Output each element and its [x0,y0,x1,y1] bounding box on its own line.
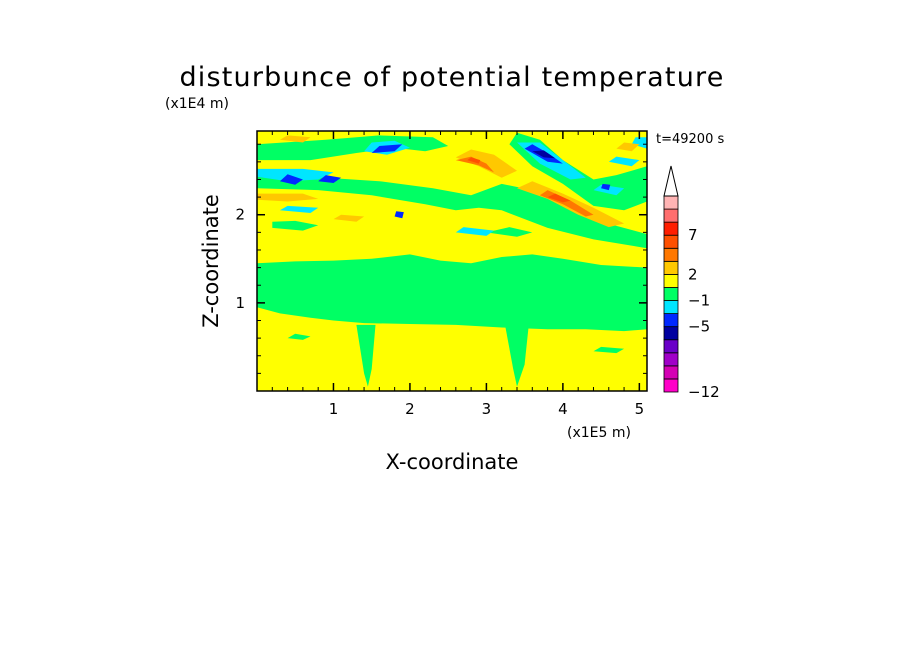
contour-region [608,156,640,167]
x-axis-label: X-coordinate [386,450,519,474]
colorbar-tick-label: −5 [688,318,710,336]
colorbar-swatch [663,300,679,314]
colorbar-swatch [663,221,679,236]
contour-region [505,327,529,387]
contour-region [631,137,647,149]
contour-region [601,183,611,191]
y-tick-label: 2 [235,206,245,224]
colorbar-extend-arrow [663,165,679,197]
colorbar-swatch [663,195,679,210]
contour-region [467,157,481,164]
colorbar-swatch [663,208,679,223]
colorbar-tick-label: −12 [688,383,720,401]
colorbar-swatch [663,352,679,367]
contour-region [279,205,319,213]
contour-region [257,168,334,182]
time-label: t=49200 s [656,132,724,147]
colorbar-tick-label: −1 [688,292,710,310]
chart-title: disturbunce of potential temperature [179,62,724,93]
colorbar-tick-label: 2 [688,265,698,283]
colorbar-swatch [663,260,679,275]
colorbar: −12−5−127 [663,165,720,401]
colorbar-swatch [663,273,679,288]
contour-region [333,214,365,222]
colorbar-swatch [663,365,679,380]
contour-region [547,193,571,203]
colorbar-swatch [663,326,679,341]
colorbar-swatch [663,339,679,354]
colorbar-tick-label: 7 [688,226,698,244]
contour-region [356,324,376,387]
contour-region [318,175,342,183]
x-tick-label: 5 [635,400,645,418]
contour-region [616,142,640,152]
y-tick-label: 1 [235,294,245,312]
contour-region [371,144,403,153]
contour-region [486,227,533,237]
plot-area: 1 2 3 4 5 1 2 [235,130,648,418]
colorbar-swatch [663,378,679,393]
x-tick-label: 4 [558,400,568,418]
contour-region [257,193,319,202]
y-scale-label: (x1E4 m) [165,96,229,112]
x-scale-label: (x1E5 m) [567,425,631,441]
colorbar-swatch [663,247,679,262]
x-tick-label: 2 [405,400,415,418]
contour-region [287,333,311,340]
contour-region [593,346,625,354]
contour-region [455,227,495,236]
x-tick-label: 1 [329,400,339,418]
contour-region [532,150,556,159]
plot-frame [256,130,648,392]
contour-region [257,135,449,161]
y-axis-label: Z-coordinate [199,194,223,328]
contour-region [394,211,404,219]
contour-region [272,220,319,231]
contour-region [279,135,311,143]
colorbar-swatch [663,234,679,249]
x-tick-label: 3 [482,400,492,418]
contour-region [257,168,647,249]
contour-region [257,254,647,332]
contour-region [279,174,303,185]
colorbar-swatch [663,287,679,301]
contour-region [455,156,495,173]
colorbar-swatch [663,313,679,328]
